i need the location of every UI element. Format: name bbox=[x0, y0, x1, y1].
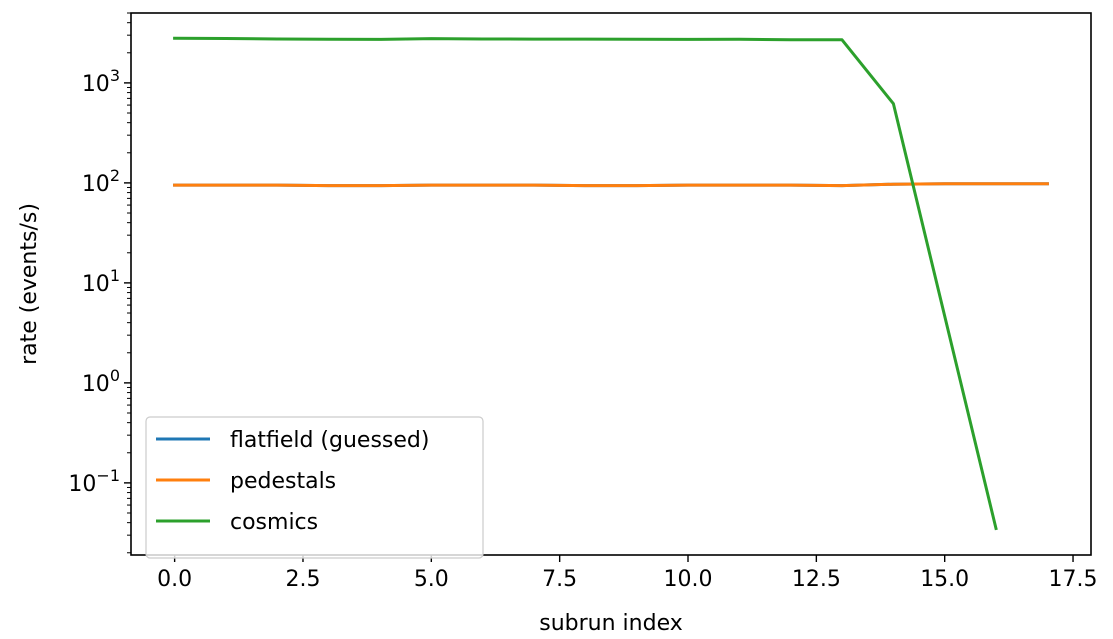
series-layer bbox=[173, 36, 1049, 531]
series-line-pedestals bbox=[173, 182, 1049, 188]
legend-label: flatfield (guessed) bbox=[230, 428, 429, 453]
y-tick-label: 102 bbox=[82, 166, 120, 197]
legend-label: pedestals bbox=[230, 469, 336, 494]
x-tick-label: 15.0 bbox=[920, 567, 969, 592]
x-tick-label: 12.5 bbox=[792, 567, 841, 592]
legend: flatfield (guessed) pedestals cosmics bbox=[145, 416, 484, 559]
x-tick-label: 10.0 bbox=[664, 567, 713, 592]
plot-area bbox=[130, 12, 1092, 556]
x-tick-label: 17.5 bbox=[1049, 567, 1098, 592]
x-tick-label: 5.0 bbox=[414, 567, 449, 592]
y-tick-label: 103 bbox=[82, 66, 120, 97]
y-axis: 10−1 100 101 102 103 bbox=[68, 12, 131, 554]
x-tick-label: 0.0 bbox=[157, 567, 192, 592]
x-tick-label: 7.5 bbox=[542, 567, 577, 592]
x-axis-label: subrun index bbox=[539, 611, 682, 636]
legend-box bbox=[145, 416, 484, 559]
series-line-cosmics bbox=[173, 36, 998, 531]
plot-frame bbox=[130, 12, 1092, 556]
y-tick-label: 101 bbox=[82, 266, 120, 297]
y-tick-label: 10−1 bbox=[68, 466, 120, 497]
x-axis: 0.0 2.5 5.0 7.5 10.0 12.5 15.0 17.5 bbox=[157, 555, 1098, 592]
x-tick-label: 2.5 bbox=[285, 567, 320, 592]
y-tick-label: 100 bbox=[82, 366, 120, 397]
y-axis-label: rate (events/s) bbox=[17, 203, 42, 365]
legend-label: cosmics bbox=[230, 510, 318, 535]
